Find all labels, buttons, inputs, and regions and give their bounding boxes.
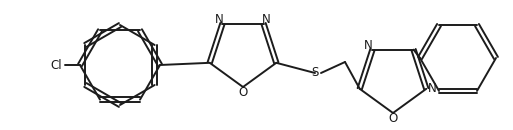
Text: N: N (364, 39, 373, 52)
Text: S: S (311, 67, 319, 80)
Text: N: N (262, 13, 271, 26)
Text: N: N (215, 13, 224, 26)
Text: Cl: Cl (50, 58, 62, 72)
Text: O: O (239, 86, 248, 99)
Text: N: N (428, 82, 437, 95)
Text: O: O (388, 112, 398, 125)
